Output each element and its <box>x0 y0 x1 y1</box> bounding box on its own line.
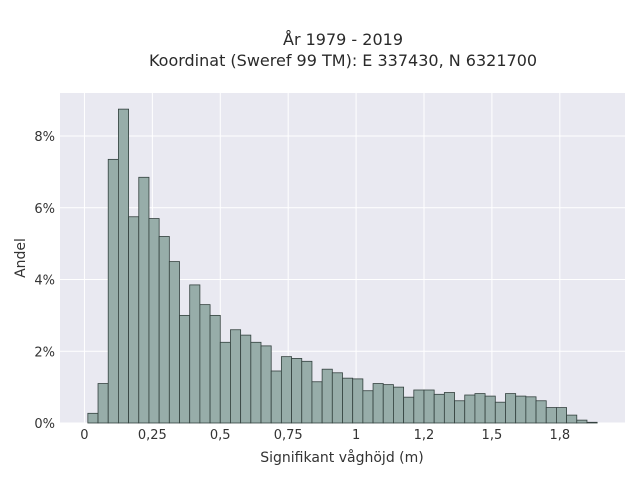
x-tick-label: 0,25 <box>138 428 167 443</box>
histogram-bar <box>219 341 231 424</box>
histogram-bar <box>494 401 506 424</box>
histogram-bar <box>342 377 354 424</box>
histogram-bar <box>576 419 588 424</box>
histogram-bar <box>138 176 150 424</box>
histogram-bar <box>270 370 282 424</box>
histogram-bar <box>87 412 99 424</box>
histogram-bar <box>240 334 252 424</box>
histogram-bar <box>311 381 323 424</box>
x-tick-label: 0,75 <box>274 428 303 443</box>
histogram-bar <box>321 368 333 424</box>
histogram-bar <box>515 395 527 424</box>
histogram-bar <box>454 400 466 424</box>
histogram-bar <box>230 329 242 424</box>
histogram-bar <box>118 108 129 424</box>
histogram-bar <box>525 396 537 424</box>
x-tick-label: 1,8 <box>549 428 570 443</box>
histogram-bar <box>209 314 221 424</box>
histogram-bar <box>393 386 405 424</box>
x-tick-label: 0 <box>80 428 88 443</box>
y-tick-label: 8% <box>34 130 55 145</box>
chart-title-line2: Koordinat (Sweref 99 TM): E 337430, N 63… <box>149 51 537 70</box>
histogram-bar <box>403 396 415 424</box>
histogram-bar <box>586 421 598 424</box>
x-tick-label: 0,5 <box>210 428 231 443</box>
histogram-bar <box>280 356 292 424</box>
x-tick-label: 1,5 <box>482 428 503 443</box>
histogram-bar <box>352 378 364 424</box>
histogram-bar <box>474 393 486 424</box>
histogram-bar <box>128 216 140 424</box>
histogram-bar <box>158 236 170 424</box>
histogram-bar <box>199 304 211 424</box>
histogram-bar <box>148 218 160 424</box>
histogram-bar <box>291 358 303 424</box>
x-axis-label: Signifikant våghöjd (m) <box>260 449 423 466</box>
x-axis-ticks: 0 0,25 0,5 0,75 1 1,2 1,5 1,8 <box>80 428 570 443</box>
histogram-bar <box>433 393 445 424</box>
bars <box>87 108 598 424</box>
histogram-bar <box>535 400 547 424</box>
histogram-bar <box>107 158 119 424</box>
histogram-bar <box>179 314 191 424</box>
histogram-bar <box>331 372 343 424</box>
histogram-bar <box>362 390 374 424</box>
histogram-bar <box>505 393 517 424</box>
histogram-bar <box>566 414 578 424</box>
histogram-bar <box>382 384 394 424</box>
histogram-bar <box>464 394 476 424</box>
histogram-bar <box>250 341 262 424</box>
x-tick-label: 1,2 <box>414 428 435 443</box>
histogram-bar <box>413 389 425 424</box>
histogram-bar <box>372 383 384 424</box>
histogram-bar <box>443 392 455 424</box>
y-axis-label: Andel <box>13 238 29 278</box>
histogram-bar <box>301 360 313 424</box>
chart-title-line1: År 1979 - 2019 <box>283 30 403 49</box>
histogram-bar <box>423 389 435 424</box>
histogram-bar <box>545 407 557 424</box>
y-tick-label: 0% <box>34 417 55 432</box>
histogram-bar <box>260 345 272 424</box>
histogram-bar <box>189 284 201 424</box>
y-tick-label: 4% <box>34 274 55 289</box>
histogram-bar <box>556 407 567 424</box>
histogram-bar <box>484 395 496 424</box>
y-tick-label: 6% <box>34 202 55 217</box>
y-axis-ticks: 0% 2% 4% 6% 8% <box>34 130 55 432</box>
histogram-bar <box>97 383 109 424</box>
x-tick-label: 1 <box>352 428 360 443</box>
y-tick-label: 2% <box>34 345 55 360</box>
histogram-bar <box>168 261 180 424</box>
